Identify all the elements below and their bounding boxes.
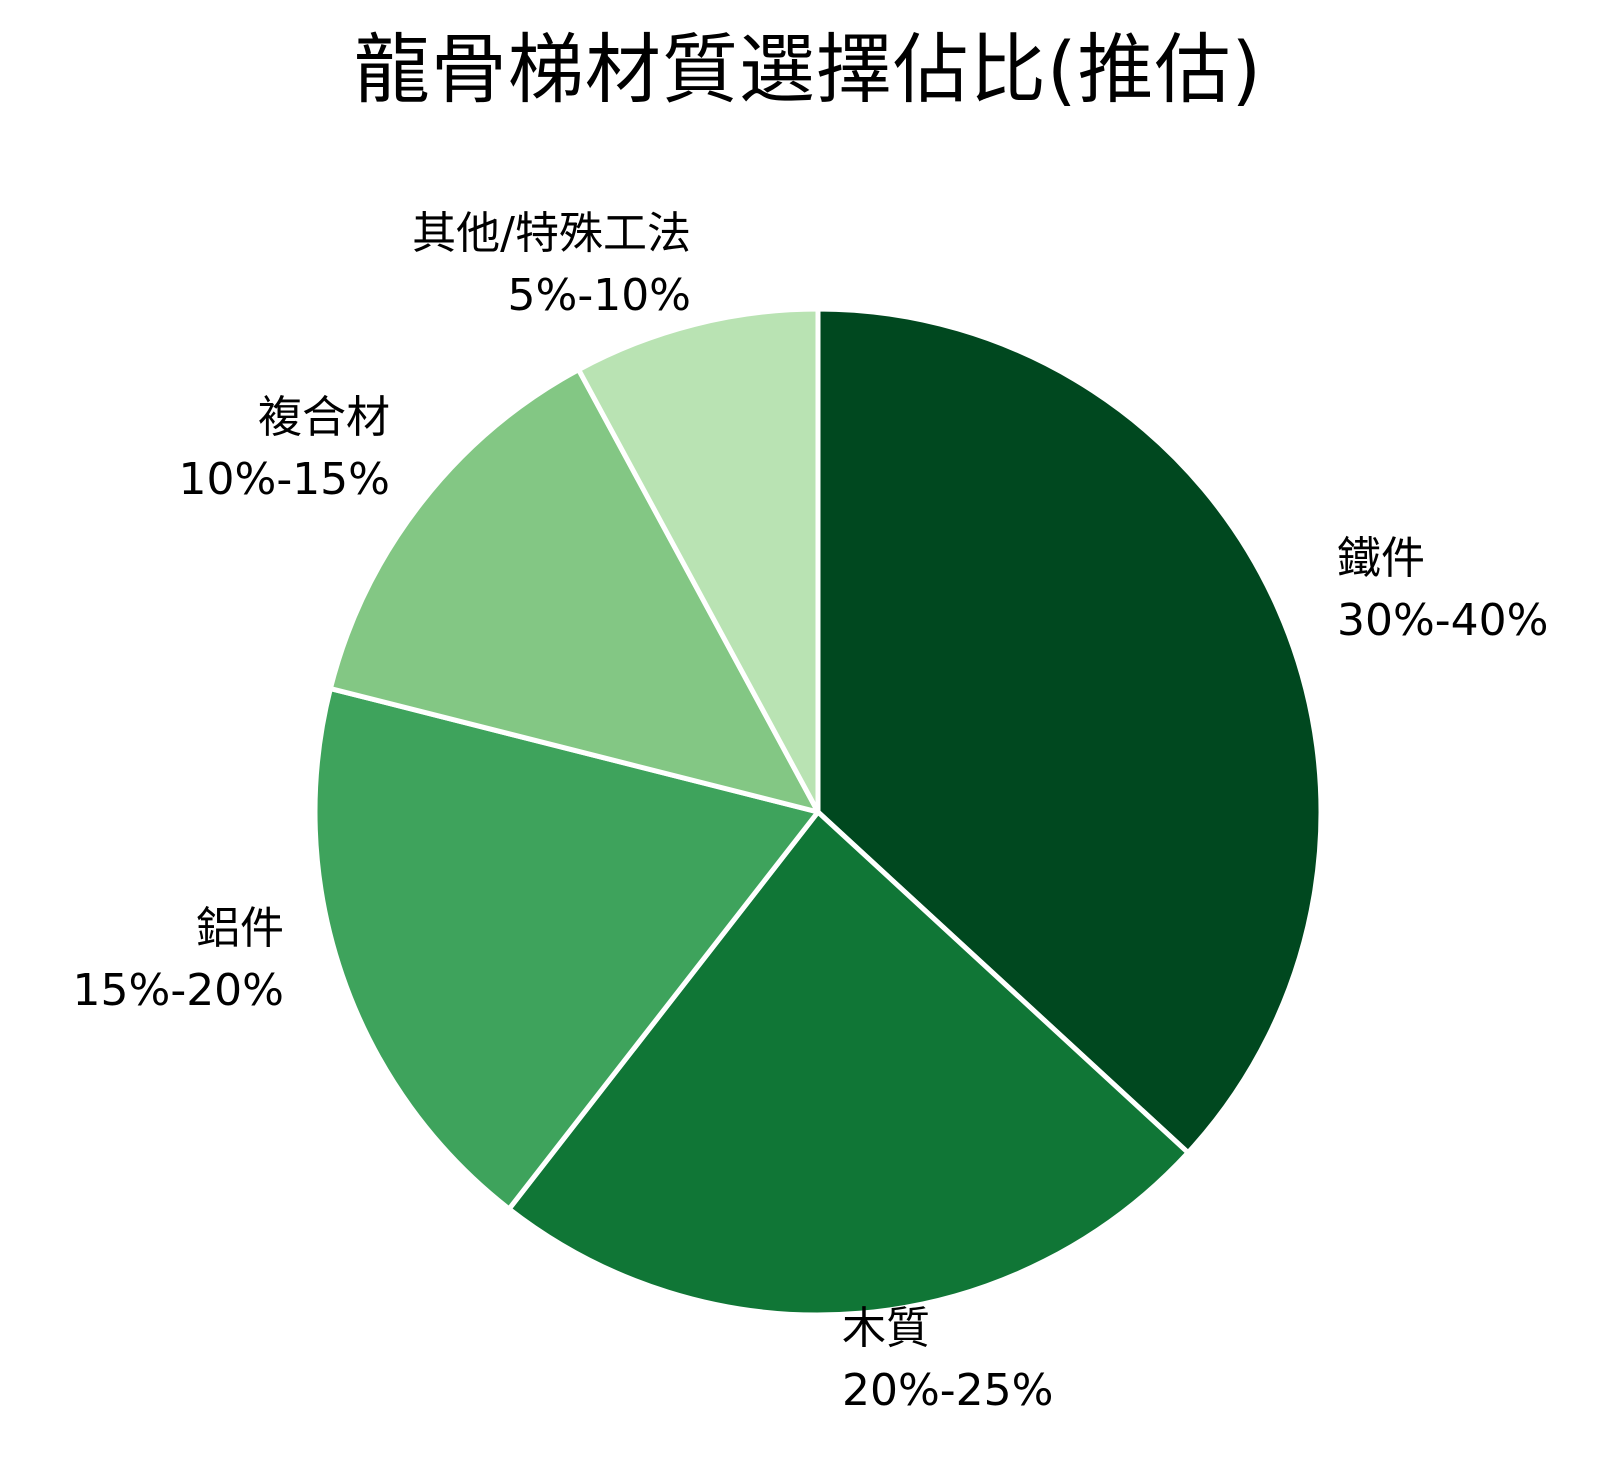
chart-title: 龍骨梯材質選擇佔比(推估) <box>353 25 1263 114</box>
slice-range: 15%-20% <box>72 965 284 1016</box>
slice-label-other: 其他/特殊工法 5%-10% <box>412 203 691 327</box>
pie-slice <box>576 306 821 815</box>
slice-name: 鋁件 <box>196 903 284 954</box>
slice-range: 30%-40% <box>1337 595 1549 646</box>
slice-name: 複合材 <box>258 392 390 443</box>
slice-name: 其他/特殊工法 <box>412 208 691 259</box>
slice-name: 鐵件 <box>1337 533 1425 584</box>
slice-range: 10%-15% <box>178 454 390 505</box>
slice-label-wood: 木質 20%-25% <box>842 1298 1053 1422</box>
pie-slice <box>506 809 1191 1318</box>
slice-range: 20%-25% <box>842 1365 1054 1416</box>
pie-slice <box>312 686 821 1212</box>
slice-label-iron: 鐵件 30%-40% <box>1337 528 1548 652</box>
slice-label-aluminum: 鋁件 15%-20% <box>73 898 284 1022</box>
slice-label-composite: 複合材 10%-15% <box>179 387 390 511</box>
pie-slice <box>815 306 1324 1156</box>
slice-range: 5%-10% <box>507 270 691 321</box>
pie-slice <box>327 367 821 815</box>
slice-name: 木質 <box>842 1303 930 1354</box>
